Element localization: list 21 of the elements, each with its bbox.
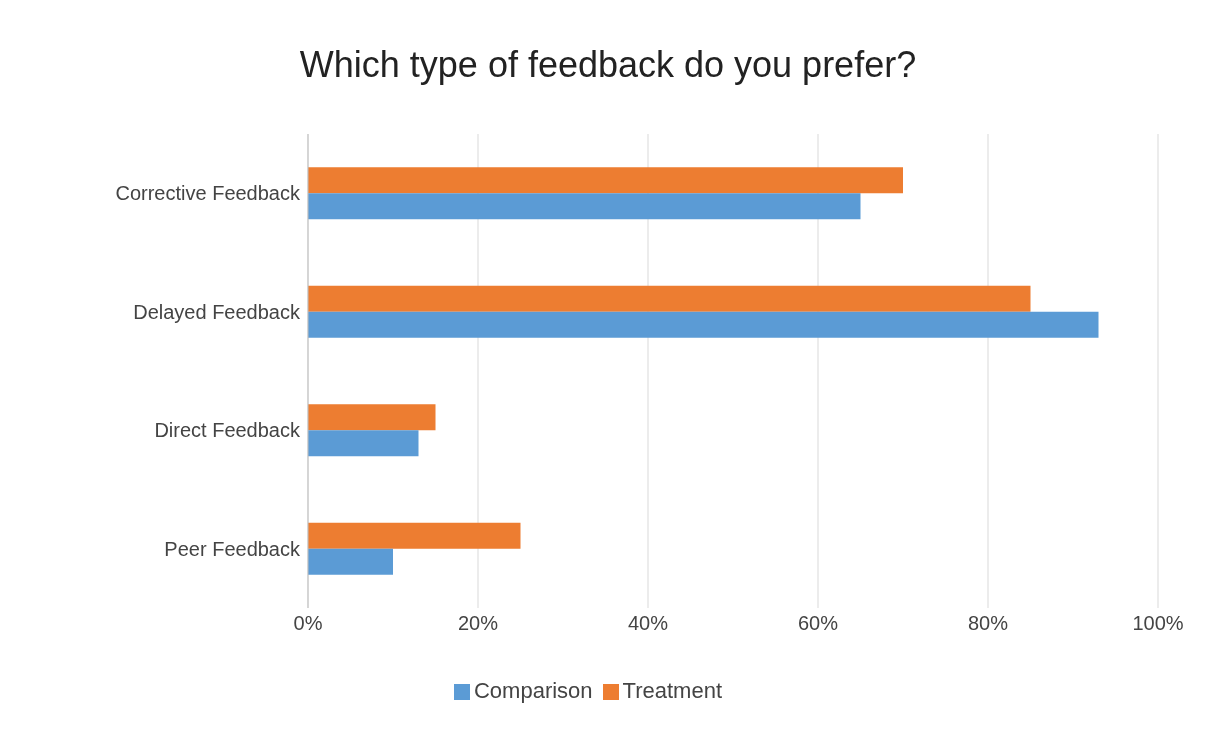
x-tick-label: 20%: [457, 612, 499, 635]
bar: [308, 167, 903, 194]
y-tick-label: Direct Feedback: [154, 419, 301, 442]
x-tick-label: 80%: [967, 612, 1009, 635]
bar: [308, 285, 1031, 312]
bar: [308, 311, 1099, 338]
x-tick-label: 40%: [627, 612, 669, 635]
x-tick-label: 100%: [1132, 612, 1184, 635]
y-tick-label: Delayed Feedback: [133, 300, 301, 323]
y-tick-label: Peer Feedback: [164, 537, 301, 560]
bar: [308, 430, 419, 457]
bar: [308, 193, 861, 220]
chart-title: Which type of feedback do you prefer?: [298, 43, 918, 87]
y-tick-label: Corrective Feedback: [115, 182, 301, 205]
bar: [308, 404, 436, 431]
bar: [308, 548, 393, 575]
x-tick-label: 60%: [797, 612, 839, 635]
x-tick-label: 0%: [293, 612, 323, 635]
bar: [308, 522, 521, 549]
legend-label: Treatment: [622, 678, 723, 703]
legend-label: Comparison: [473, 678, 593, 703]
